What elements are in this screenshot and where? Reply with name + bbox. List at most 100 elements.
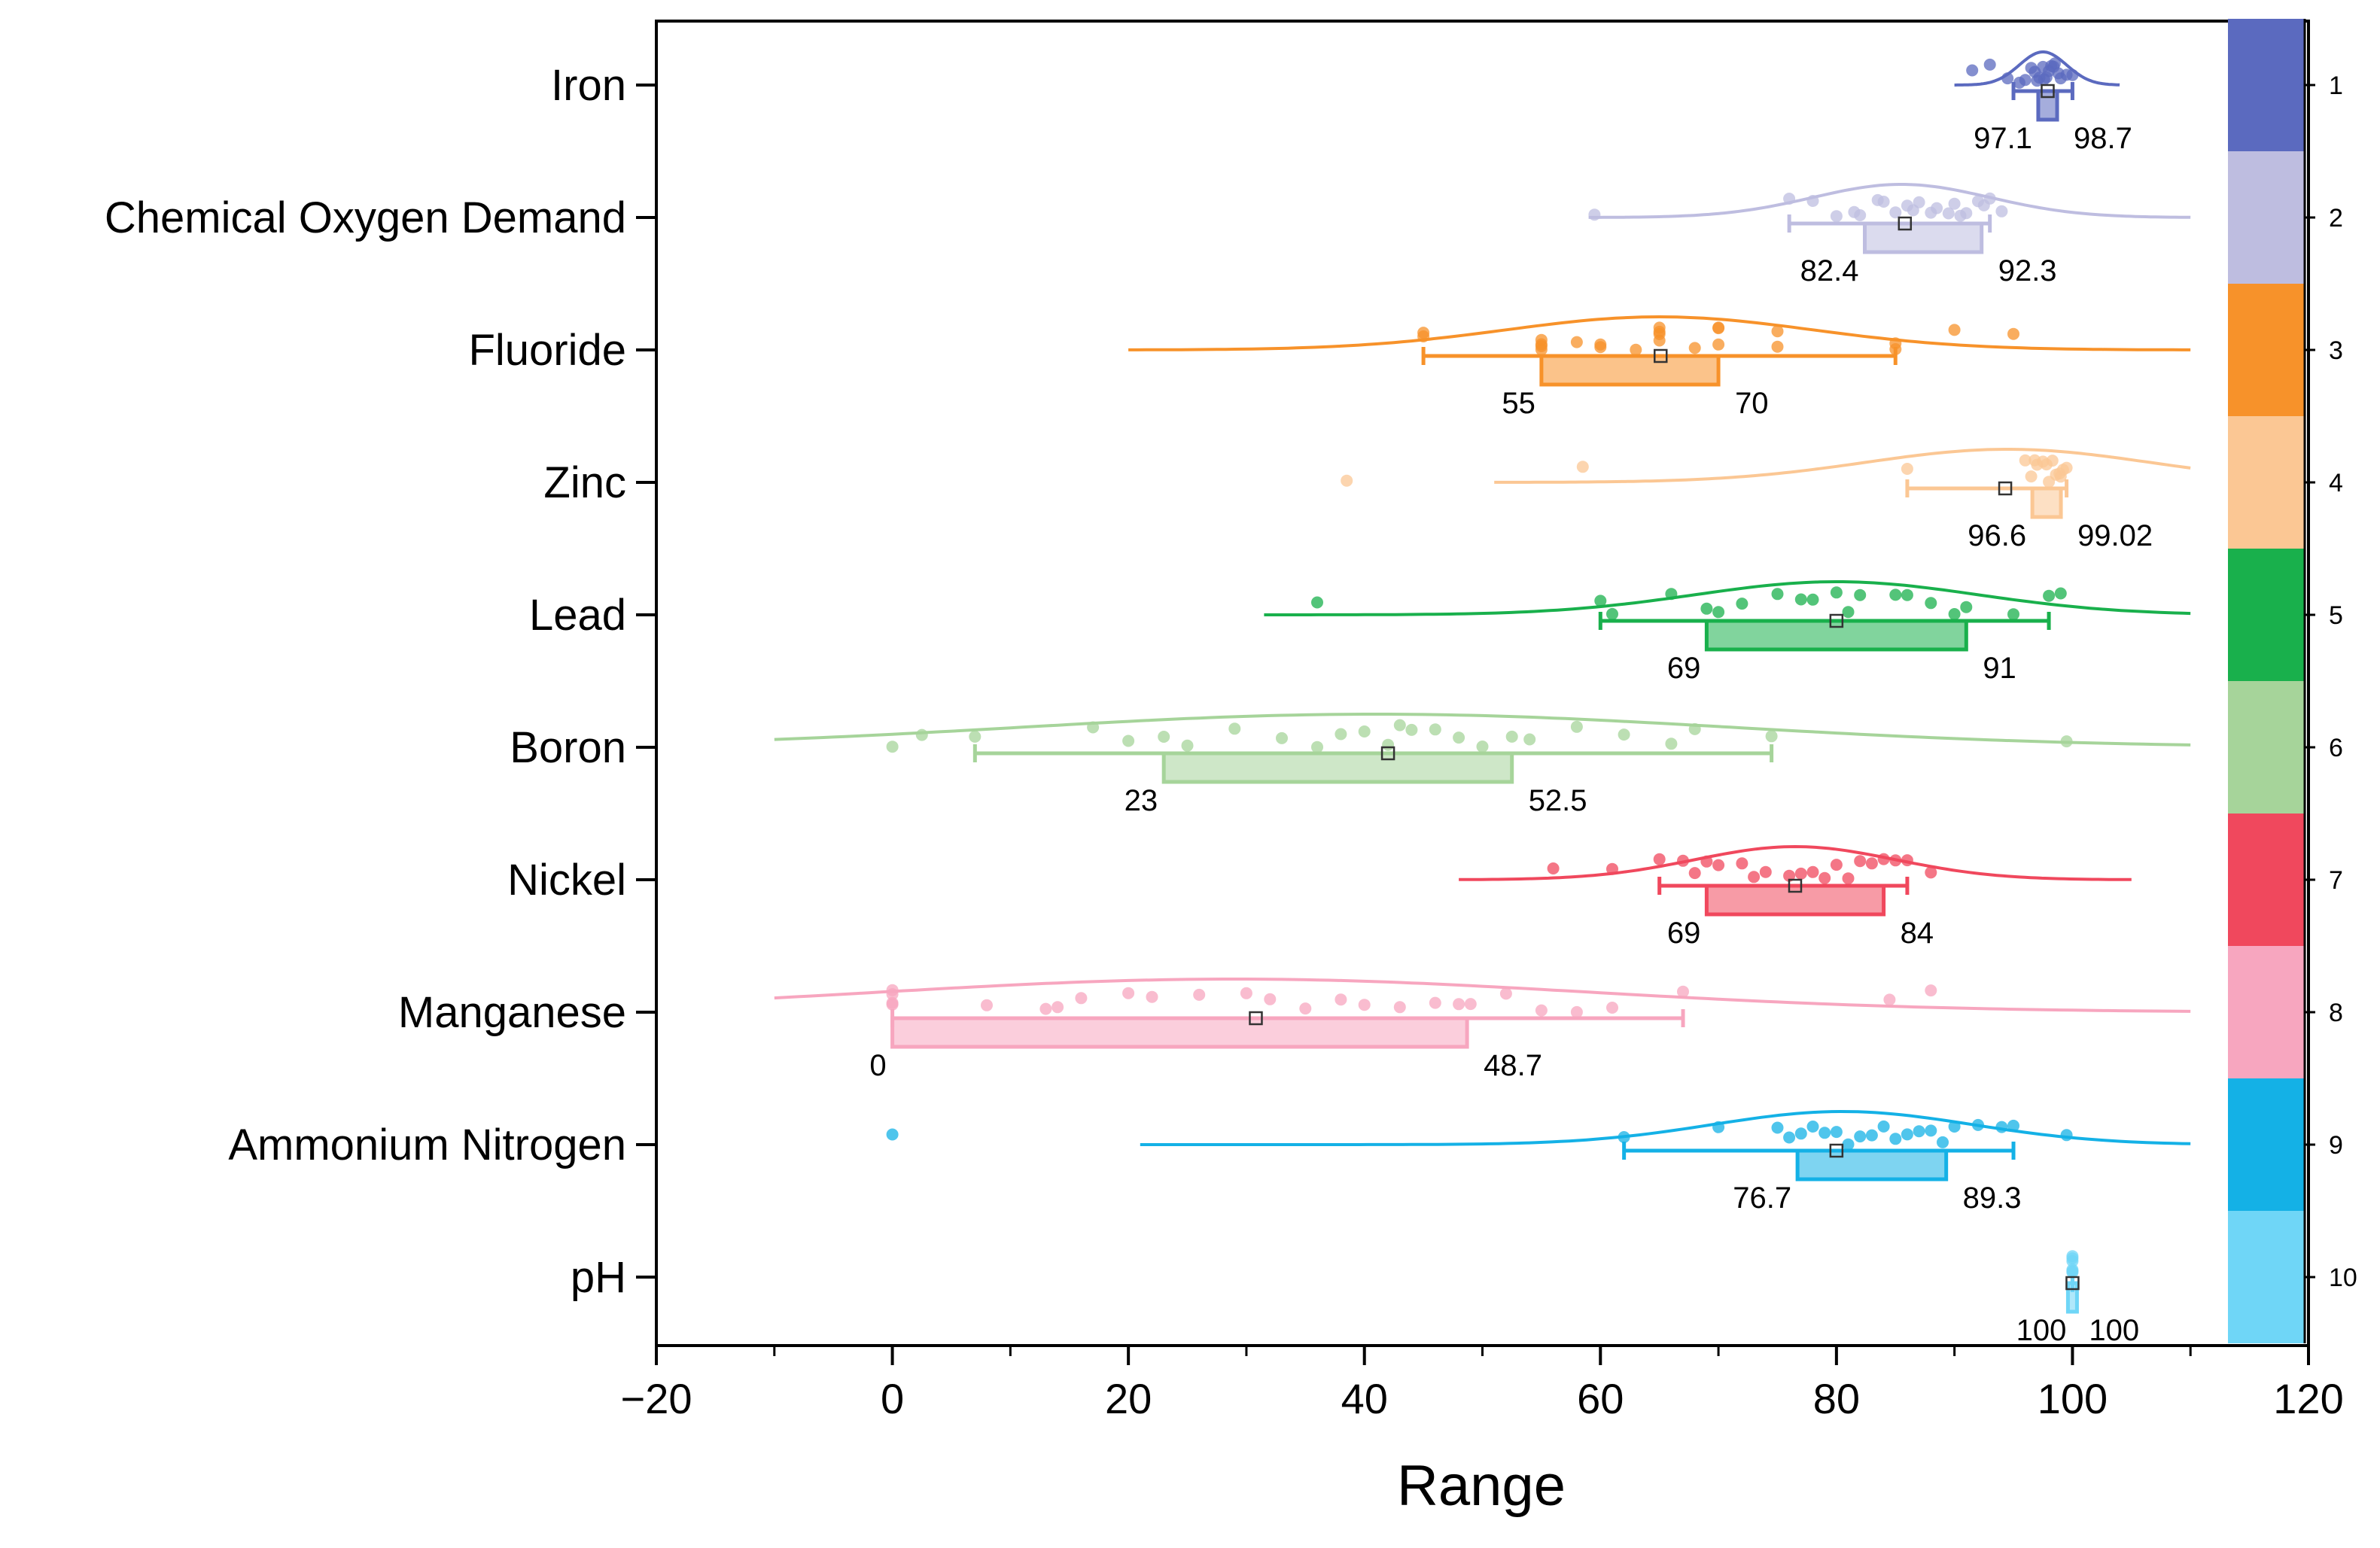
data-point bbox=[2007, 608, 2019, 621]
data-point bbox=[1618, 1131, 1630, 1143]
data-point bbox=[2007, 1119, 2019, 1132]
data-point bbox=[1806, 1121, 1819, 1133]
data-point bbox=[1842, 1138, 1855, 1151]
q3-label: 98.7 bbox=[2074, 122, 2132, 155]
mean-marker bbox=[1788, 878, 1803, 893]
data-point bbox=[969, 730, 982, 743]
category-group: Nickel 69 84 bbox=[507, 844, 2132, 950]
iqr-box bbox=[2030, 486, 2063, 519]
x-tick-label: 60 bbox=[1577, 1375, 1624, 1422]
mean-marker bbox=[1898, 216, 1913, 231]
data-point bbox=[1382, 738, 1395, 751]
data-point bbox=[1854, 588, 1867, 601]
categories-layer: Iron 97.1 98.7 Chemical Oxygen Demand 82.4 92… bbox=[105, 50, 2191, 1347]
data-point bbox=[2019, 454, 2032, 467]
data-point bbox=[1937, 1136, 1949, 1148]
data-point bbox=[1889, 337, 1902, 350]
data-point bbox=[1794, 1127, 1807, 1140]
data-point bbox=[1901, 854, 1913, 867]
data-point bbox=[1736, 857, 1748, 870]
category-group: Boron 23 52.5 bbox=[510, 713, 2191, 817]
q1-label: 100 bbox=[2016, 1314, 2067, 1347]
category-label: Boron bbox=[510, 723, 626, 772]
iqr-box bbox=[1704, 883, 1886, 917]
data-point bbox=[1925, 984, 1937, 997]
q1-label: 23 bbox=[1125, 784, 1158, 817]
data-point bbox=[2028, 454, 2041, 467]
data-point bbox=[2043, 589, 2056, 602]
q1-label: 76.7 bbox=[1733, 1182, 1791, 1215]
q3-label: 99.02 bbox=[2077, 519, 2153, 552]
category-label: Nickel bbox=[507, 856, 626, 905]
category-label: Lead bbox=[529, 591, 626, 640]
data-point bbox=[1942, 207, 1955, 220]
data-point bbox=[1830, 859, 1843, 871]
data-point bbox=[1193, 988, 1206, 1001]
data-point bbox=[1865, 1129, 1878, 1142]
x-tick-label: −20 bbox=[621, 1375, 692, 1422]
mean-marker bbox=[1249, 1011, 1263, 1026]
data-point bbox=[1688, 867, 1701, 880]
density-curve bbox=[1264, 580, 2191, 616]
data-point bbox=[1453, 731, 1465, 744]
density-curve bbox=[1954, 50, 2120, 87]
q3-label: 89.3 bbox=[1963, 1182, 2022, 1215]
iqr-box bbox=[890, 1016, 1469, 1049]
legend-label: 9 bbox=[2329, 1131, 2343, 1160]
mean-marker bbox=[2041, 84, 2055, 99]
data-point bbox=[1830, 210, 1843, 223]
data-point bbox=[1759, 865, 1772, 878]
data-point bbox=[1606, 1002, 1618, 1014]
legend-swatch bbox=[2228, 814, 2305, 946]
category-group: Zinc 96.6 99.02 bbox=[543, 448, 2191, 552]
category-group: Fluoride 55 70 bbox=[468, 315, 2191, 420]
category-group: Iron 97.1 98.7 bbox=[551, 50, 2132, 155]
density-curve bbox=[1128, 315, 2191, 351]
data-point bbox=[1618, 728, 1630, 741]
data-point bbox=[1889, 588, 1902, 601]
legend-label: 6 bbox=[2329, 734, 2343, 762]
legend-label: 1 bbox=[2329, 71, 2343, 100]
data-point bbox=[1948, 324, 1961, 336]
mean-marker bbox=[1829, 1143, 1844, 1158]
category-group: Chemical Oxygen Demand 82.4 92.3 bbox=[105, 183, 2191, 287]
data-point bbox=[1594, 595, 1607, 607]
density-curve bbox=[1140, 1109, 2191, 1146]
data-point bbox=[1854, 1130, 1867, 1143]
data-point bbox=[1830, 1126, 1843, 1139]
data-point bbox=[1901, 1128, 1913, 1141]
data-point bbox=[1576, 461, 1589, 473]
data-point bbox=[1393, 1001, 1406, 1014]
data-point bbox=[1276, 731, 1288, 744]
data-point bbox=[1771, 340, 1784, 353]
data-point bbox=[1818, 1127, 1831, 1139]
data-point bbox=[1712, 1121, 1725, 1133]
data-point bbox=[1653, 853, 1666, 865]
legend: 1 2 3 4 5 6 7 8 9 10 bbox=[2228, 19, 2357, 1343]
data-point bbox=[1535, 333, 1548, 346]
legend-swatch bbox=[2228, 1211, 2305, 1343]
category-label: Manganese bbox=[398, 988, 626, 1037]
data-point bbox=[1901, 463, 1913, 475]
axes-layer: −20 0 20 40 60 80 100 120 bbox=[621, 1346, 2344, 1422]
plot-frame bbox=[655, 20, 2310, 1347]
data-point bbox=[2060, 1129, 2073, 1142]
legend-label: 3 bbox=[2329, 336, 2343, 365]
q3-label: 100 bbox=[2089, 1314, 2139, 1347]
data-point bbox=[1335, 993, 1347, 1006]
data-point bbox=[1736, 598, 1748, 610]
data-point bbox=[1417, 327, 1430, 339]
data-point bbox=[2028, 65, 2041, 78]
q1-label: 0 bbox=[869, 1049, 886, 1082]
data-point bbox=[1039, 1002, 1052, 1015]
data-point bbox=[1712, 859, 1725, 871]
legend-swatch bbox=[2228, 19, 2305, 151]
data-point bbox=[1771, 1121, 1784, 1134]
x-axis-title: Range bbox=[1397, 1454, 1566, 1518]
data-point bbox=[1783, 1131, 1796, 1144]
data-point bbox=[1771, 325, 1784, 338]
data-point bbox=[2040, 458, 2053, 471]
data-point bbox=[1925, 597, 1937, 610]
data-point bbox=[1995, 205, 2008, 217]
